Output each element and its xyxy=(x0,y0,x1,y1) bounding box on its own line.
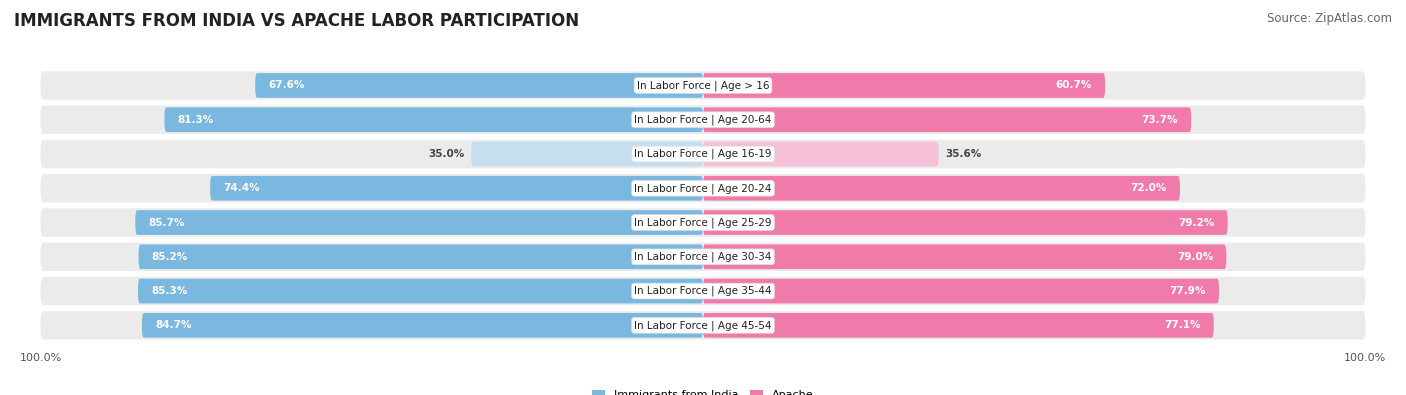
Text: In Labor Force | Age 45-54: In Labor Force | Age 45-54 xyxy=(634,320,772,331)
Text: 67.6%: 67.6% xyxy=(269,81,305,90)
FancyBboxPatch shape xyxy=(41,277,1365,305)
FancyBboxPatch shape xyxy=(703,142,939,166)
Text: In Labor Force | Age 30-34: In Labor Force | Age 30-34 xyxy=(634,252,772,262)
Text: Source: ZipAtlas.com: Source: ZipAtlas.com xyxy=(1267,12,1392,25)
FancyBboxPatch shape xyxy=(41,208,1365,237)
FancyBboxPatch shape xyxy=(41,311,1365,340)
Text: In Labor Force | Age 35-44: In Labor Force | Age 35-44 xyxy=(634,286,772,296)
FancyBboxPatch shape xyxy=(41,140,1365,168)
Text: 72.0%: 72.0% xyxy=(1130,183,1167,193)
Text: 74.4%: 74.4% xyxy=(224,183,260,193)
FancyBboxPatch shape xyxy=(135,210,703,235)
FancyBboxPatch shape xyxy=(41,174,1365,203)
Text: 77.1%: 77.1% xyxy=(1164,320,1201,330)
Text: In Labor Force | Age > 16: In Labor Force | Age > 16 xyxy=(637,80,769,91)
Text: 84.7%: 84.7% xyxy=(155,320,191,330)
Text: 85.7%: 85.7% xyxy=(149,218,186,228)
FancyBboxPatch shape xyxy=(703,73,1105,98)
Text: In Labor Force | Age 25-29: In Labor Force | Age 25-29 xyxy=(634,217,772,228)
Text: In Labor Force | Age 16-19: In Labor Force | Age 16-19 xyxy=(634,149,772,159)
FancyBboxPatch shape xyxy=(139,245,703,269)
Text: IMMIGRANTS FROM INDIA VS APACHE LABOR PARTICIPATION: IMMIGRANTS FROM INDIA VS APACHE LABOR PA… xyxy=(14,12,579,30)
Text: 85.2%: 85.2% xyxy=(152,252,188,262)
Text: 60.7%: 60.7% xyxy=(1056,81,1092,90)
FancyBboxPatch shape xyxy=(138,279,703,303)
Legend: Immigrants from India, Apache: Immigrants from India, Apache xyxy=(588,386,818,395)
FancyBboxPatch shape xyxy=(209,176,703,201)
Text: 35.6%: 35.6% xyxy=(945,149,981,159)
FancyBboxPatch shape xyxy=(41,105,1365,134)
FancyBboxPatch shape xyxy=(703,107,1191,132)
FancyBboxPatch shape xyxy=(471,142,703,166)
FancyBboxPatch shape xyxy=(703,210,1227,235)
FancyBboxPatch shape xyxy=(703,313,1213,338)
Text: 79.2%: 79.2% xyxy=(1178,218,1215,228)
Text: In Labor Force | Age 20-64: In Labor Force | Age 20-64 xyxy=(634,115,772,125)
Text: 85.3%: 85.3% xyxy=(152,286,187,296)
Text: 73.7%: 73.7% xyxy=(1142,115,1178,125)
FancyBboxPatch shape xyxy=(703,245,1226,269)
FancyBboxPatch shape xyxy=(41,243,1365,271)
Text: 81.3%: 81.3% xyxy=(177,115,214,125)
Text: 79.0%: 79.0% xyxy=(1177,252,1213,262)
FancyBboxPatch shape xyxy=(142,313,703,338)
FancyBboxPatch shape xyxy=(41,71,1365,100)
FancyBboxPatch shape xyxy=(256,73,703,98)
FancyBboxPatch shape xyxy=(703,279,1219,303)
FancyBboxPatch shape xyxy=(703,176,1180,201)
Text: In Labor Force | Age 20-24: In Labor Force | Age 20-24 xyxy=(634,183,772,194)
Text: 77.9%: 77.9% xyxy=(1170,286,1206,296)
Text: 35.0%: 35.0% xyxy=(429,149,464,159)
FancyBboxPatch shape xyxy=(165,107,703,132)
